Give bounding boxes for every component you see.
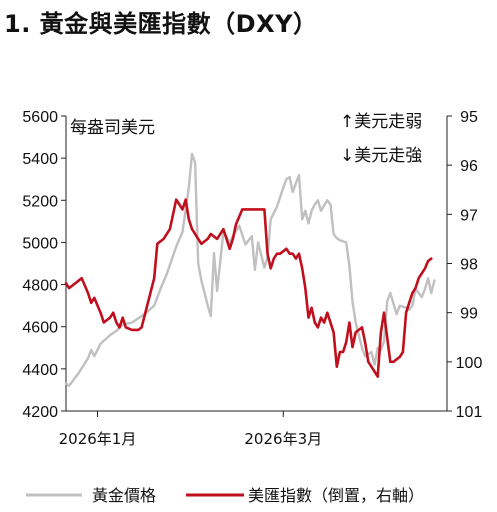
series-layer	[64, 152, 436, 387]
dollar-weaker-note: ↑美元走弱	[340, 112, 422, 132]
right-tick-label: 99	[460, 306, 478, 323]
left-tick-label: 5200	[22, 193, 58, 210]
left-tick-label: 5600	[22, 109, 58, 126]
x-tick-label: 2026年3月	[244, 430, 322, 448]
right-tick-label: 96	[460, 158, 478, 175]
chart-title: 1. 黃金與美匯指數（DXY）	[4, 10, 318, 38]
legend: 黃金價格 美匯指數（倒置，右軸）	[26, 486, 424, 505]
right-tick-label: 98	[460, 257, 478, 274]
axes: 4200 4400 4600 4800 5000 5200 5400 5600 95 96 97 98…	[22, 109, 482, 448]
left-tick-label: 4600	[22, 320, 58, 337]
legend-label-gold: 黃金價格	[92, 486, 156, 505]
left-tick-label: 5400	[22, 151, 58, 168]
left-tick-label: 4800	[22, 278, 58, 295]
right-tick-label: 95	[460, 109, 478, 126]
left-tick-label: 4200	[22, 404, 58, 421]
left-axis-unit-label: 每盎司美元	[70, 118, 155, 138]
gold-price-line	[64, 152, 436, 387]
left-tick-label: 5000	[22, 235, 58, 252]
dollar-stronger-note: ↓美元走強	[340, 146, 422, 166]
right-tick-label: 97	[460, 207, 478, 224]
legend-label-dxy: 美匯指數（倒置，右軸）	[248, 486, 424, 505]
left-tick-label: 4400	[22, 362, 58, 379]
dxy-inverted-line	[64, 198, 433, 378]
x-tick-label: 2026年1月	[59, 430, 137, 448]
right-tick-label: 101	[456, 404, 483, 421]
right-tick-label: 100	[456, 355, 483, 372]
